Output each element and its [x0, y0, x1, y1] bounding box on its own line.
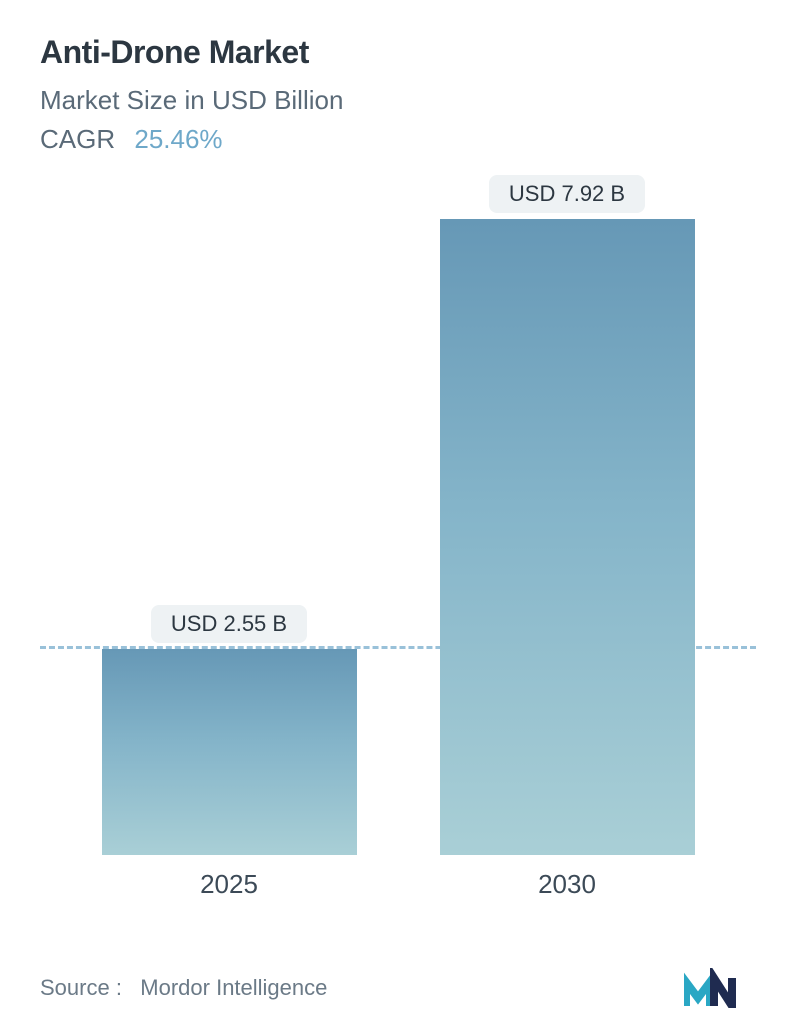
chart-subtitle: Market Size in USD Billion	[40, 85, 756, 116]
bar	[440, 219, 695, 855]
x-axis-labels: 2025 2030	[40, 855, 756, 900]
x-axis-label: 2030	[427, 869, 707, 900]
bar	[102, 649, 357, 855]
bar-slot: USD 2.55 B	[89, 175, 369, 855]
chart-title: Anti-Drone Market	[40, 34, 756, 71]
cagr-label: CAGR	[40, 124, 115, 154]
source-label: Source :	[40, 975, 122, 1000]
cagr-row: CAGR 25.46%	[40, 124, 756, 155]
chart-footer: Source : Mordor Intelligence	[40, 968, 756, 1008]
bar-slot: USD 7.92 B	[427, 175, 707, 855]
source-name: Mordor Intelligence	[140, 975, 327, 1000]
chart-container: USD 2.55 B USD 7.92 B 2025 2030	[40, 175, 756, 907]
source-attribution: Source : Mordor Intelligence	[40, 975, 327, 1001]
value-pill: USD 7.92 B	[489, 175, 645, 213]
plot-area: USD 2.55 B USD 7.92 B	[40, 175, 756, 855]
cagr-value: 25.46%	[134, 124, 222, 154]
value-pill: USD 2.55 B	[151, 605, 307, 643]
x-axis-label: 2025	[89, 869, 369, 900]
bars-group: USD 2.55 B USD 7.92 B	[40, 175, 756, 855]
brand-logo-icon	[684, 968, 756, 1008]
